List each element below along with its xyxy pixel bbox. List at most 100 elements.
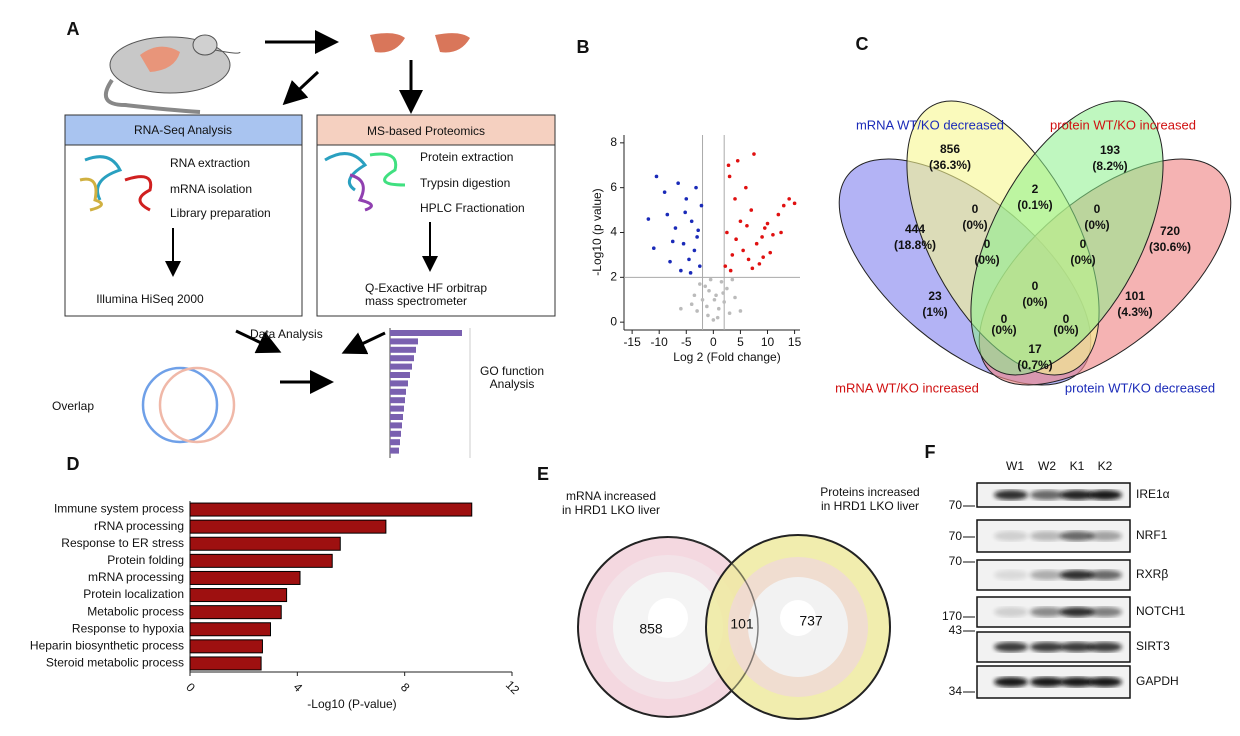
step-text: HPLC Fractionation (420, 201, 525, 215)
panel-label: D (67, 454, 80, 474)
point (668, 259, 672, 264)
point (779, 230, 783, 235)
venn-2 (577, 534, 891, 720)
region-percent: (36.3%) (929, 158, 971, 172)
point (733, 295, 737, 300)
point (754, 241, 759, 246)
go-icon-bar (390, 414, 403, 420)
band (994, 570, 1028, 580)
point (757, 262, 762, 266)
region-percent: (0%) (991, 323, 1016, 337)
point (771, 232, 775, 237)
point (679, 306, 683, 311)
region-percent: (0%) (1022, 295, 1047, 309)
go-icon-bar (390, 405, 404, 412)
point (700, 297, 705, 302)
point (698, 264, 702, 268)
region-count: 101 (1125, 289, 1145, 303)
set-label: mRNA WT/KO increased (835, 380, 979, 395)
panel-label: A (67, 19, 80, 39)
band (1088, 531, 1122, 541)
x-tick-label: -10 (651, 335, 669, 349)
panel-label: C (856, 34, 869, 54)
go-icon-bar (390, 430, 401, 437)
band (1060, 642, 1094, 652)
point (681, 241, 686, 246)
region-count: 17 (1028, 342, 1042, 356)
region-count: 858 (639, 621, 663, 637)
marker-label: 70 (949, 554, 963, 568)
protein-label: IRE1α (1136, 487, 1170, 501)
panel-label: B (577, 37, 590, 57)
point (735, 158, 740, 163)
region-percent: (18.8%) (894, 238, 936, 252)
step-text: mRNA isolation (170, 182, 252, 196)
point (734, 237, 738, 242)
go-icon-bar (390, 422, 402, 429)
region-count: 720 (1160, 224, 1180, 238)
bar (189, 588, 288, 603)
band (1030, 490, 1064, 500)
marker-label: 70 (949, 529, 963, 543)
x-tick-label: -15 (623, 335, 641, 349)
point (749, 208, 754, 212)
category-label: Protein localization (83, 587, 184, 601)
band (1088, 607, 1122, 617)
point (689, 302, 694, 307)
band (1030, 677, 1064, 687)
region-percent: (4.3%) (1117, 305, 1152, 319)
point (687, 257, 691, 262)
point (776, 212, 781, 217)
category-label: Heparin biosynthetic process (30, 639, 184, 653)
step-text: Protein extraction (420, 150, 513, 164)
point (727, 311, 732, 315)
region-count: 0 (984, 237, 991, 251)
y-axis-label: -Log10 (p value) (590, 188, 604, 275)
go-icon-bar (390, 338, 418, 345)
western-blot (976, 482, 1131, 699)
region-count: 101 (730, 616, 754, 632)
marker-label: 43 (949, 623, 963, 637)
point (651, 246, 656, 250)
go-icon-bar (390, 372, 410, 378)
point (714, 293, 718, 298)
y-tick-label: 0 (610, 314, 617, 328)
band (1060, 570, 1094, 580)
point (744, 185, 748, 190)
band (1030, 570, 1064, 580)
point (670, 239, 675, 244)
band (994, 607, 1028, 617)
point (738, 309, 743, 313)
flow-label: Data Analysis (250, 327, 323, 341)
y-tick-label: 6 (610, 180, 617, 194)
region-count: 0 (1080, 237, 1087, 251)
step-text: Trypsin digestion (420, 176, 510, 190)
point (688, 271, 693, 275)
point (705, 304, 709, 309)
point (654, 174, 659, 179)
point (725, 230, 729, 235)
point (787, 197, 791, 201)
point (712, 297, 717, 302)
output-text: mass spectrometer (365, 294, 467, 308)
region-percent: (0%) (1084, 218, 1109, 232)
point (726, 163, 731, 168)
y-tick-label: 2 (610, 269, 617, 283)
bar (189, 536, 341, 551)
region-count: 0 (1063, 312, 1070, 326)
point (689, 219, 694, 224)
category-label: rRNA processing (94, 519, 184, 533)
region-count: 856 (940, 142, 960, 156)
y-tick-label: 8 (610, 135, 617, 149)
set-label: mRNA WT/KO decreased (856, 117, 1004, 132)
marker-label: 170 (942, 609, 962, 623)
x-tick-label: 0 (710, 335, 717, 349)
region-percent: (1%) (922, 305, 947, 319)
region-count: 0 (972, 202, 979, 216)
protein-label: NOTCH1 (1136, 604, 1186, 618)
go-icon-bar (390, 439, 400, 446)
step-text: Library preparation (170, 206, 271, 220)
band (1060, 531, 1094, 541)
point (703, 284, 708, 289)
